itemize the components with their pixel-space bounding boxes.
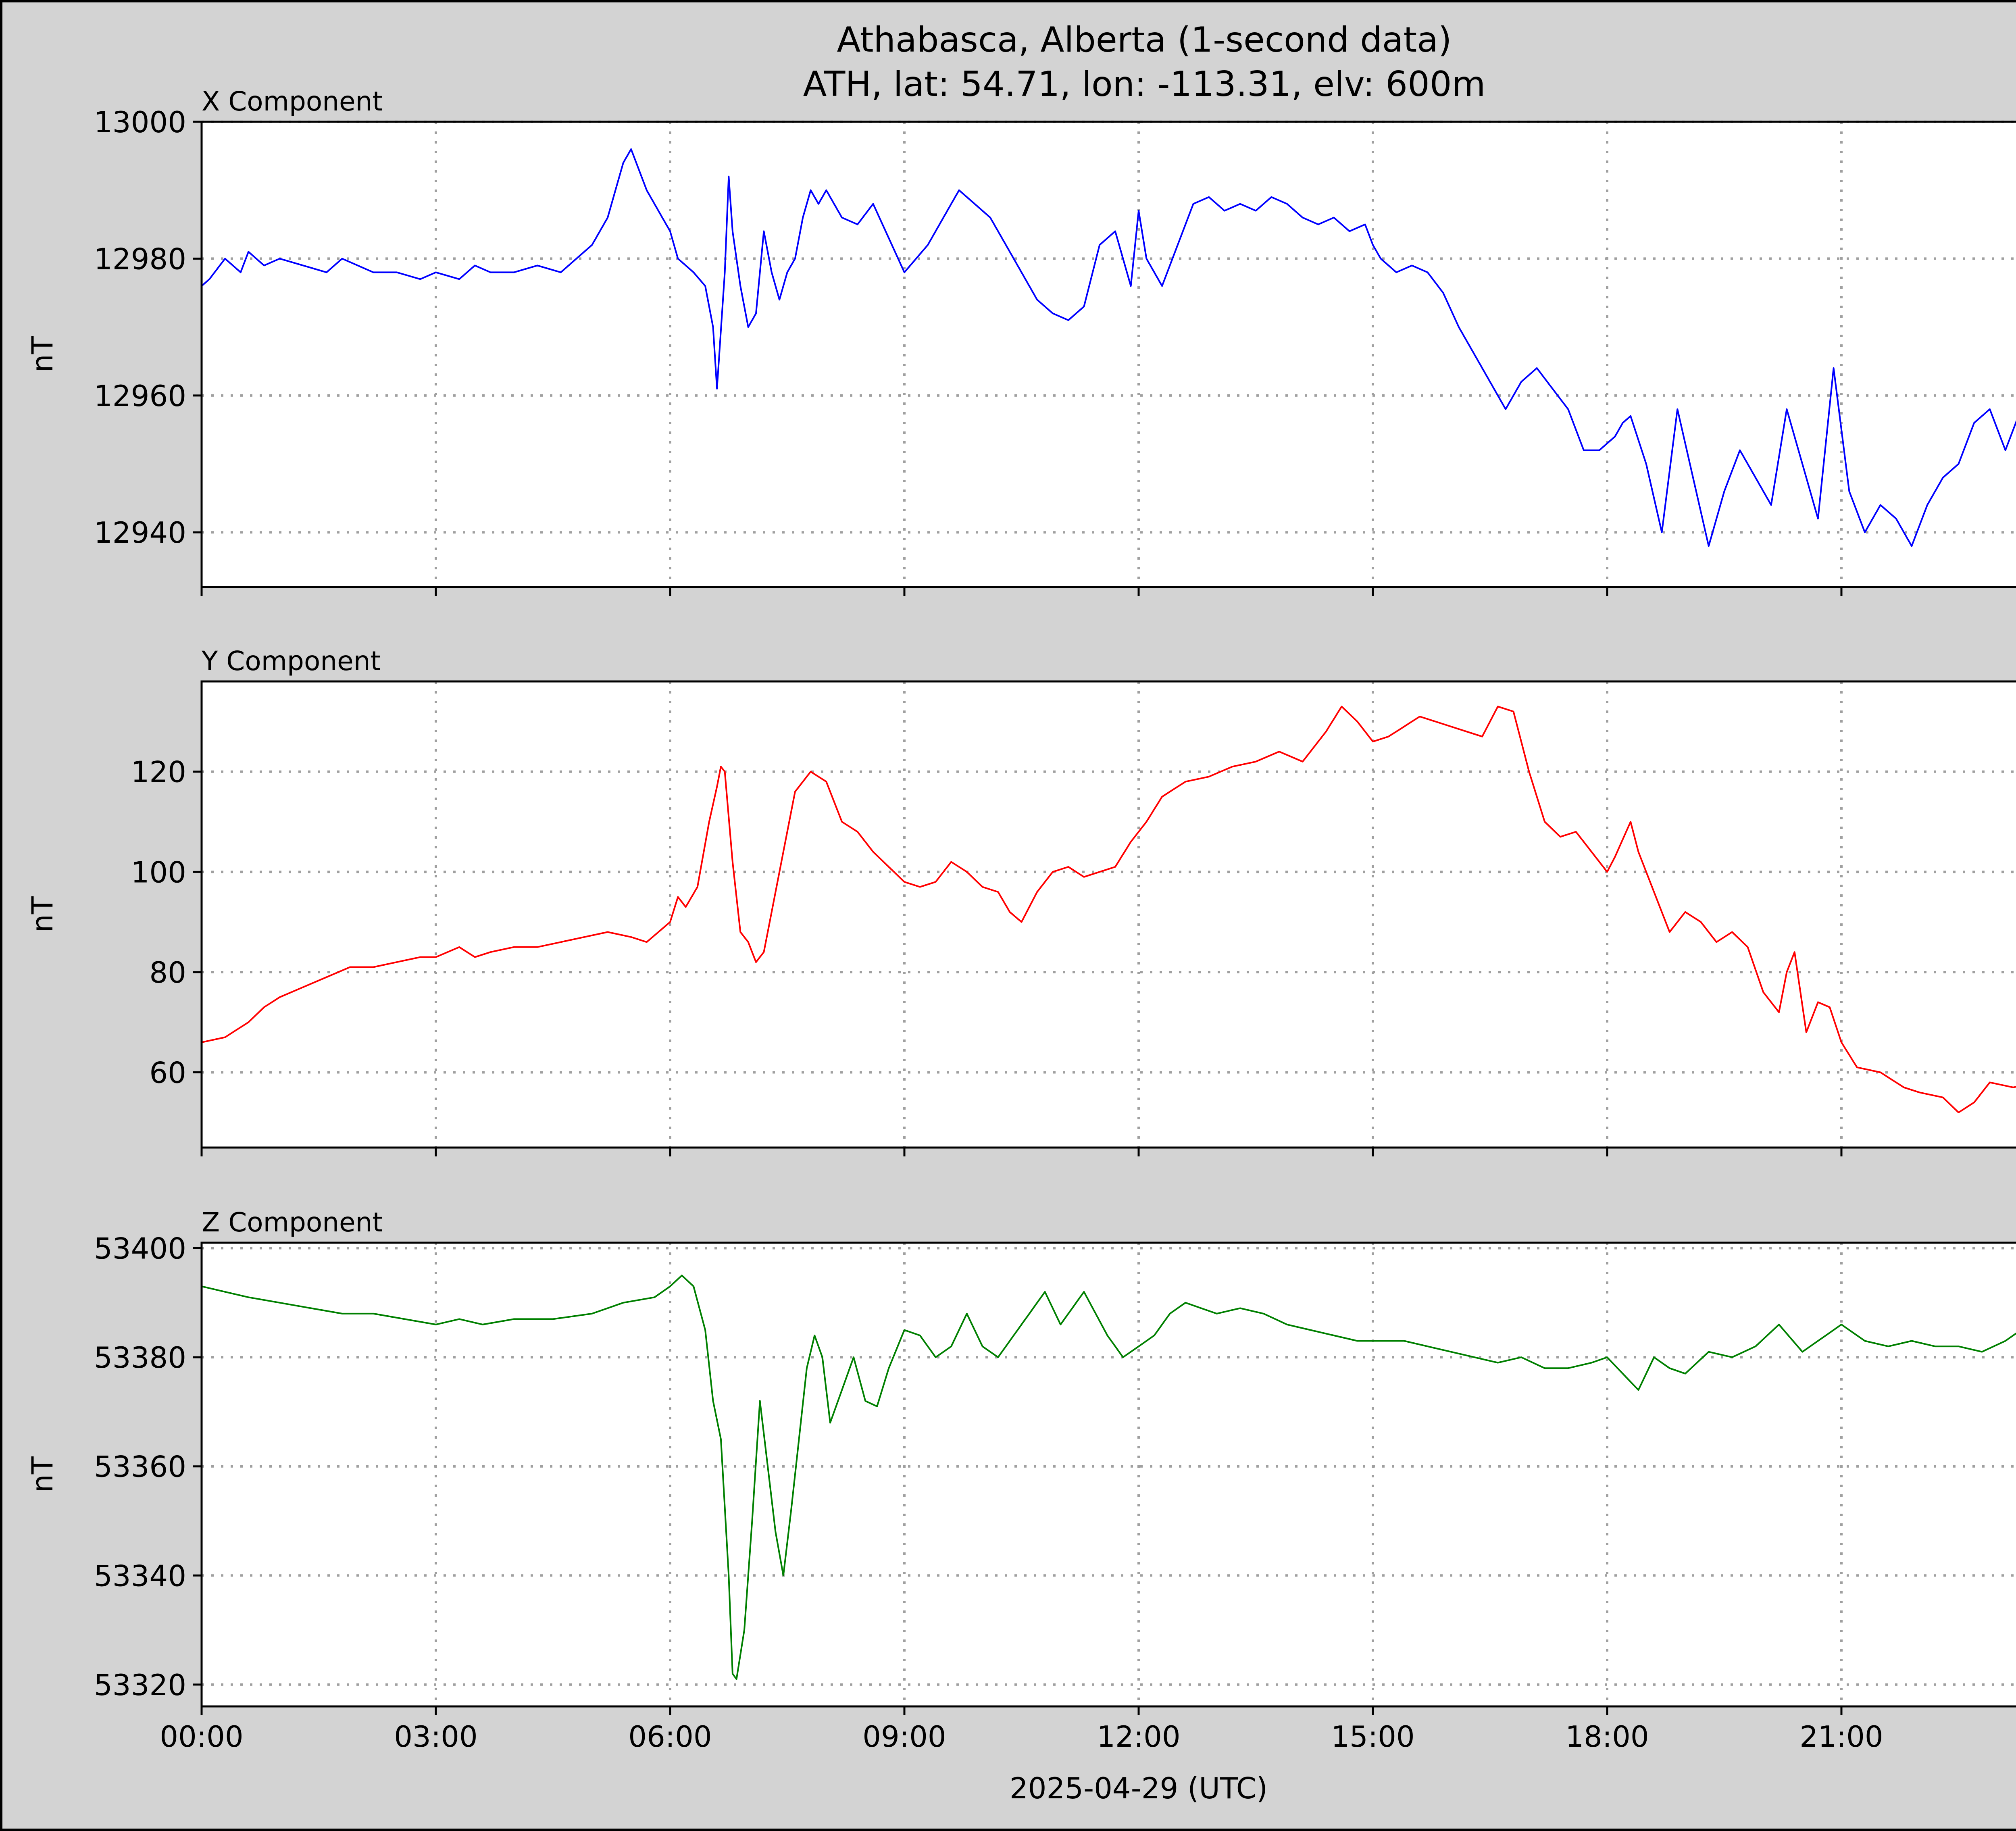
- y-tick-label-y-3: 120: [131, 755, 186, 789]
- x-tick-label-2: 06:00: [628, 1720, 712, 1754]
- panel-title-x: X Component: [202, 86, 383, 117]
- y-tick-label-x-1: 12960: [94, 379, 186, 413]
- panel-title-y: Y Component: [201, 646, 381, 677]
- figure-title-line1: Athabasca, Alberta (1-second data): [837, 20, 1452, 60]
- series-line-z-component: [201, 1275, 2016, 1680]
- x-tick-label-4: 12:00: [1097, 1720, 1181, 1754]
- series-line-y-component: [201, 706, 2016, 1113]
- series-line-x-component: [201, 148, 2016, 547]
- y-tick-label-z-3: 53380: [94, 1341, 186, 1375]
- y-tick-label-z-4: 53400: [94, 1232, 186, 1266]
- y-tick-label-z-1: 53340: [94, 1559, 186, 1593]
- x-tick-label-5: 15:00: [1331, 1720, 1415, 1754]
- figure-title-line2: ATH, lat: 54.71, lon: -113.31, elv: 600m: [803, 64, 1486, 104]
- chart-panels: 12940 12960 12980 13000 X Component nT 60 80 100…: [25, 86, 2016, 1754]
- y-tick-label-y-1: 80: [149, 956, 186, 989]
- plot-area-z: [202, 1243, 2016, 1706]
- y-axis-label-y: nT: [25, 896, 59, 933]
- panel-x-component: 12940 12960 12980 13000 X Component nT: [25, 86, 2016, 596]
- x-tick-label-3: 09:00: [862, 1720, 946, 1754]
- panel-z-component: 53320 53340 53360 53380 53400 00:00 03:00 06:00…: [25, 1207, 2016, 1754]
- panel-y-component: 60 80 100 120 Y Component nT: [25, 646, 2016, 1156]
- plot-area-y: [202, 681, 2016, 1148]
- y-axis-label-x: nT: [25, 336, 59, 373]
- y-tick-label-y-0: 60: [149, 1056, 186, 1090]
- x-tick-label-7: 21:00: [1799, 1720, 1883, 1754]
- y-tick-label-x-0: 12940: [94, 516, 186, 550]
- x-tick-label-6: 18:00: [1565, 1720, 1649, 1754]
- y-tick-label-y-2: 100: [131, 855, 186, 889]
- y-tick-label-x-2: 12980: [94, 242, 186, 276]
- y-tick-label-z-2: 53360: [94, 1450, 186, 1484]
- x-tick-label-1: 03:00: [394, 1720, 478, 1754]
- y-tick-label-x-3: 13000: [94, 105, 186, 139]
- y-tick-label-z-0: 53320: [94, 1668, 186, 1702]
- y-axis-label-z: nT: [25, 1456, 59, 1493]
- x-axis-label: 2025-04-29 (UTC): [1010, 1771, 1268, 1805]
- plot-area-x: [202, 122, 2016, 587]
- panel-title-z: Z Component: [202, 1207, 383, 1238]
- x-tick-label-0: 00:00: [160, 1720, 244, 1754]
